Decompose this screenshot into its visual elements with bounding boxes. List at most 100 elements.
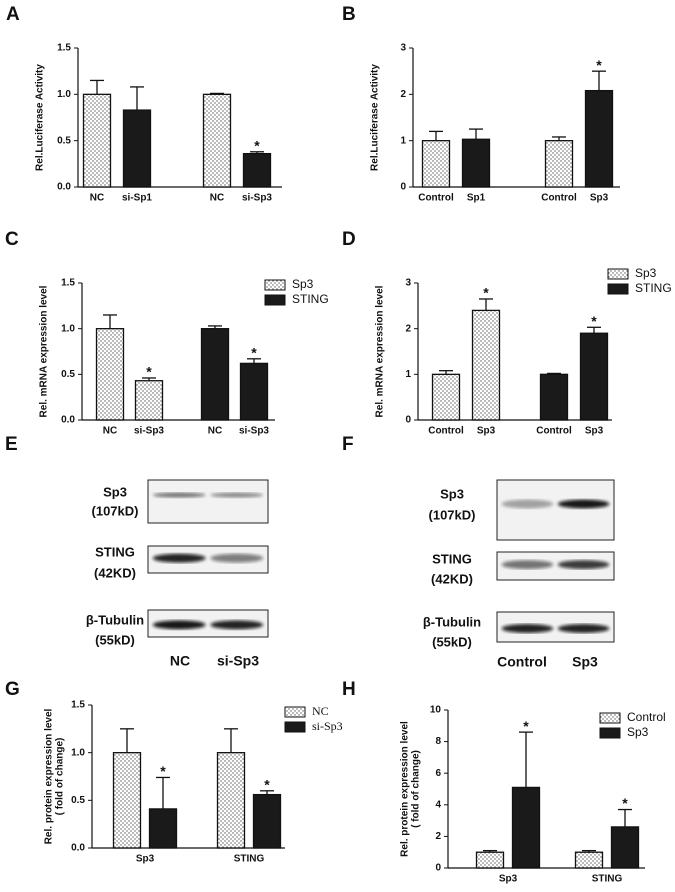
panel-label: A: [6, 4, 20, 25]
bar: [461, 138, 491, 188]
y-tick-label: 1: [405, 369, 411, 380]
significance-mark: *: [254, 137, 260, 153]
blot-size: (107kD): [92, 503, 139, 518]
y-tick-label: 4: [435, 799, 441, 810]
x-tick-label: STING: [234, 854, 265, 865]
bar: [475, 851, 505, 869]
y-tick-label: 0.0: [61, 415, 75, 426]
y-tick-label: 0: [400, 182, 406, 193]
bar: [200, 328, 230, 421]
y-tick-label: 6: [435, 768, 441, 779]
bar: [579, 332, 609, 421]
significance-mark: *: [622, 795, 628, 811]
y-tick-label: 0.0: [57, 182, 71, 193]
blot-band: [210, 492, 264, 498]
bar: [584, 89, 614, 188]
y-axis-label: Rel.Luciferase Activity: [370, 64, 381, 171]
blot-band: [557, 499, 610, 509]
bar: [511, 786, 541, 869]
blot-protein: STING: [95, 544, 135, 559]
bar: [134, 380, 164, 421]
y-axis-label: Rel. protein expression level: [44, 708, 55, 844]
x-tick-label: Control: [418, 193, 454, 204]
panel-label: G: [5, 679, 20, 700]
y-tick-label: 2: [400, 89, 406, 100]
y-tick-label: 1.5: [57, 43, 71, 54]
significance-mark: *: [596, 57, 602, 73]
lane-label: NC: [170, 653, 190, 669]
blot-band: [557, 560, 610, 570]
y-tick-label: 1.5: [71, 700, 85, 711]
panel-label: B: [342, 4, 356, 25]
blot-protein: STING: [432, 551, 472, 566]
blot-band: [501, 560, 554, 570]
x-tick-label: Sp3: [499, 874, 518, 885]
blot-protein: β-Tubulin: [423, 614, 481, 629]
blot-band: [210, 620, 264, 630]
y-axis-label: Rel. mRNA expression level: [39, 285, 50, 417]
x-tick-label: Control: [536, 426, 572, 437]
x-tick-label: NC: [103, 426, 117, 437]
legend-swatch: [599, 712, 621, 724]
bar: [112, 752, 142, 849]
bar: [239, 362, 269, 421]
legend-label: NC: [312, 704, 329, 718]
blot-protein: Sp3: [440, 486, 464, 501]
legend-swatch: [284, 721, 306, 733]
legend-swatch: [264, 294, 286, 306]
legend-label: si-Sp3: [312, 719, 343, 733]
panel-label: D: [342, 229, 356, 250]
x-tick-label: Control: [428, 426, 464, 437]
y-tick-label: 2: [405, 323, 411, 334]
legend-label: Sp3: [635, 266, 657, 280]
x-tick-label: Sp3: [477, 426, 496, 437]
blot-protein: Sp3: [103, 484, 127, 499]
bar: [544, 140, 574, 188]
bar: [82, 93, 112, 188]
y-tick-label: 0.0: [71, 843, 85, 854]
bar: [610, 826, 640, 869]
blot-frame: [496, 479, 615, 541]
blot-band: [152, 492, 206, 498]
significance-mark: *: [264, 777, 270, 793]
legend-swatch: [264, 279, 286, 291]
y-tick-label: 10: [430, 705, 442, 716]
y-tick-label: 0: [405, 415, 411, 426]
y-axis-label: Rel. protein expression level: [400, 721, 411, 857]
legend-label: Control: [627, 710, 666, 724]
y-tick-label: 0: [435, 863, 441, 874]
y-axis-label: Rel. mRNA expression level: [375, 285, 386, 417]
x-tick-label: si-Sp3: [134, 426, 164, 437]
bar: [216, 752, 246, 849]
y-axis-label: ( fold of change): [55, 738, 66, 816]
bar: [421, 140, 451, 188]
bar: [242, 152, 272, 188]
significance-mark: *: [483, 285, 489, 301]
legend-label: Sp3: [627, 725, 649, 739]
x-tick-label: si-Sp3: [242, 193, 272, 204]
y-tick-label: 1.0: [57, 89, 71, 100]
x-tick-label: si-Sp1: [122, 193, 152, 204]
y-tick-label: 8: [435, 736, 441, 747]
y-tick-label: 1.5: [61, 278, 75, 289]
lane-label: Sp3: [572, 654, 598, 670]
significance-mark: *: [146, 364, 152, 380]
y-tick-label: 0.5: [57, 135, 71, 146]
y-tick-label: 3: [400, 43, 406, 54]
bar: [122, 109, 152, 188]
bar: [148, 808, 178, 849]
y-tick-label: 0.5: [61, 369, 75, 380]
bar: [574, 851, 604, 869]
panel-label: C: [5, 229, 19, 250]
bar: [471, 309, 501, 421]
x-tick-label: Sp3: [136, 854, 155, 865]
bar: [539, 373, 569, 421]
blot-protein: β-Tubulin: [86, 612, 144, 627]
y-axis-label: Rel.Luciferase Activity: [35, 64, 46, 171]
x-tick-label: STING: [592, 874, 623, 885]
legend-label: Sp3: [292, 277, 314, 291]
significance-mark: *: [523, 718, 529, 734]
y-tick-label: 0.5: [71, 795, 85, 806]
legend-swatch: [284, 706, 306, 718]
